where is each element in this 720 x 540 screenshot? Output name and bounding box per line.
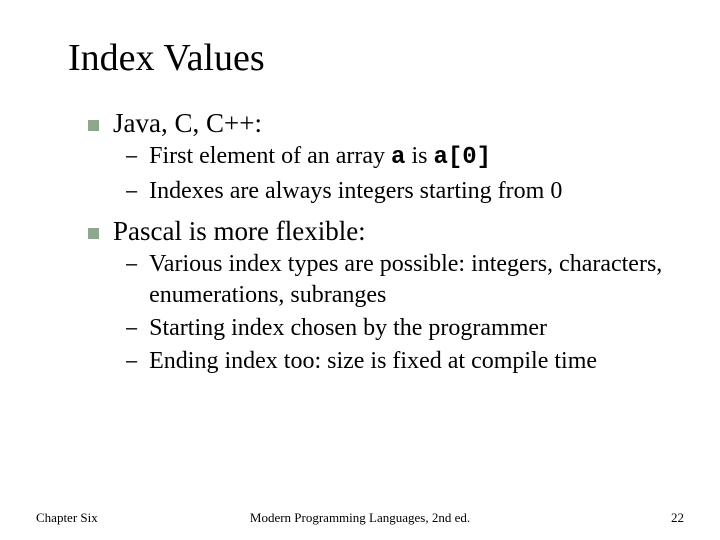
dash-icon: –	[126, 144, 137, 170]
dash-icon: –	[126, 252, 137, 278]
bullet-lvl2-group: – First element of an array a is a[0] – …	[88, 141, 672, 206]
bullet-lvl2: – Various index types are possible: inte…	[126, 249, 672, 310]
footer-right: 22	[671, 510, 684, 526]
slide-title: Index Values	[48, 36, 672, 80]
bullet-text: Indexes are always integers starting fro…	[149, 176, 562, 207]
footer: Chapter Six Modern Programming Languages…	[0, 510, 720, 526]
bullet-text: Starting index chosen by the programmer	[149, 313, 547, 344]
slide: Index Values Java, C, C++: – First eleme…	[0, 0, 720, 540]
bullet-text: First element of an array a is a[0]	[149, 141, 491, 174]
footer-center: Modern Programming Languages, 2nd ed.	[250, 510, 470, 526]
slide-content: Java, C, C++: – First element of an arra…	[48, 108, 672, 376]
dash-icon: –	[126, 349, 137, 375]
code-inline: a	[391, 144, 405, 171]
bullet-lvl2-group: – Various index types are possible: inte…	[88, 249, 672, 376]
bullet-lvl2: – First element of an array a is a[0]	[126, 141, 672, 174]
dash-icon: –	[126, 316, 137, 342]
bullet-lvl1: Java, C, C++:	[88, 108, 672, 139]
footer-left: Chapter Six	[36, 510, 98, 526]
bullet-text: Java, C, C++:	[113, 108, 262, 139]
bullet-lvl2: – Indexes are always integers starting f…	[126, 176, 672, 207]
bullet-lvl1: Pascal is more flexible:	[88, 216, 672, 247]
square-bullet-icon	[88, 120, 99, 131]
bullet-lvl2: – Starting index chosen by the programme…	[126, 313, 672, 344]
dash-icon: –	[126, 179, 137, 205]
bullet-lvl2: – Ending index too: size is fixed at com…	[126, 346, 672, 377]
square-bullet-icon	[88, 228, 99, 239]
code-inline: a[0]	[433, 144, 491, 171]
bullet-text: Ending index too: size is fixed at compi…	[149, 346, 597, 377]
bullet-text: Pascal is more flexible:	[113, 216, 366, 247]
bullet-text: Various index types are possible: intege…	[149, 249, 672, 310]
